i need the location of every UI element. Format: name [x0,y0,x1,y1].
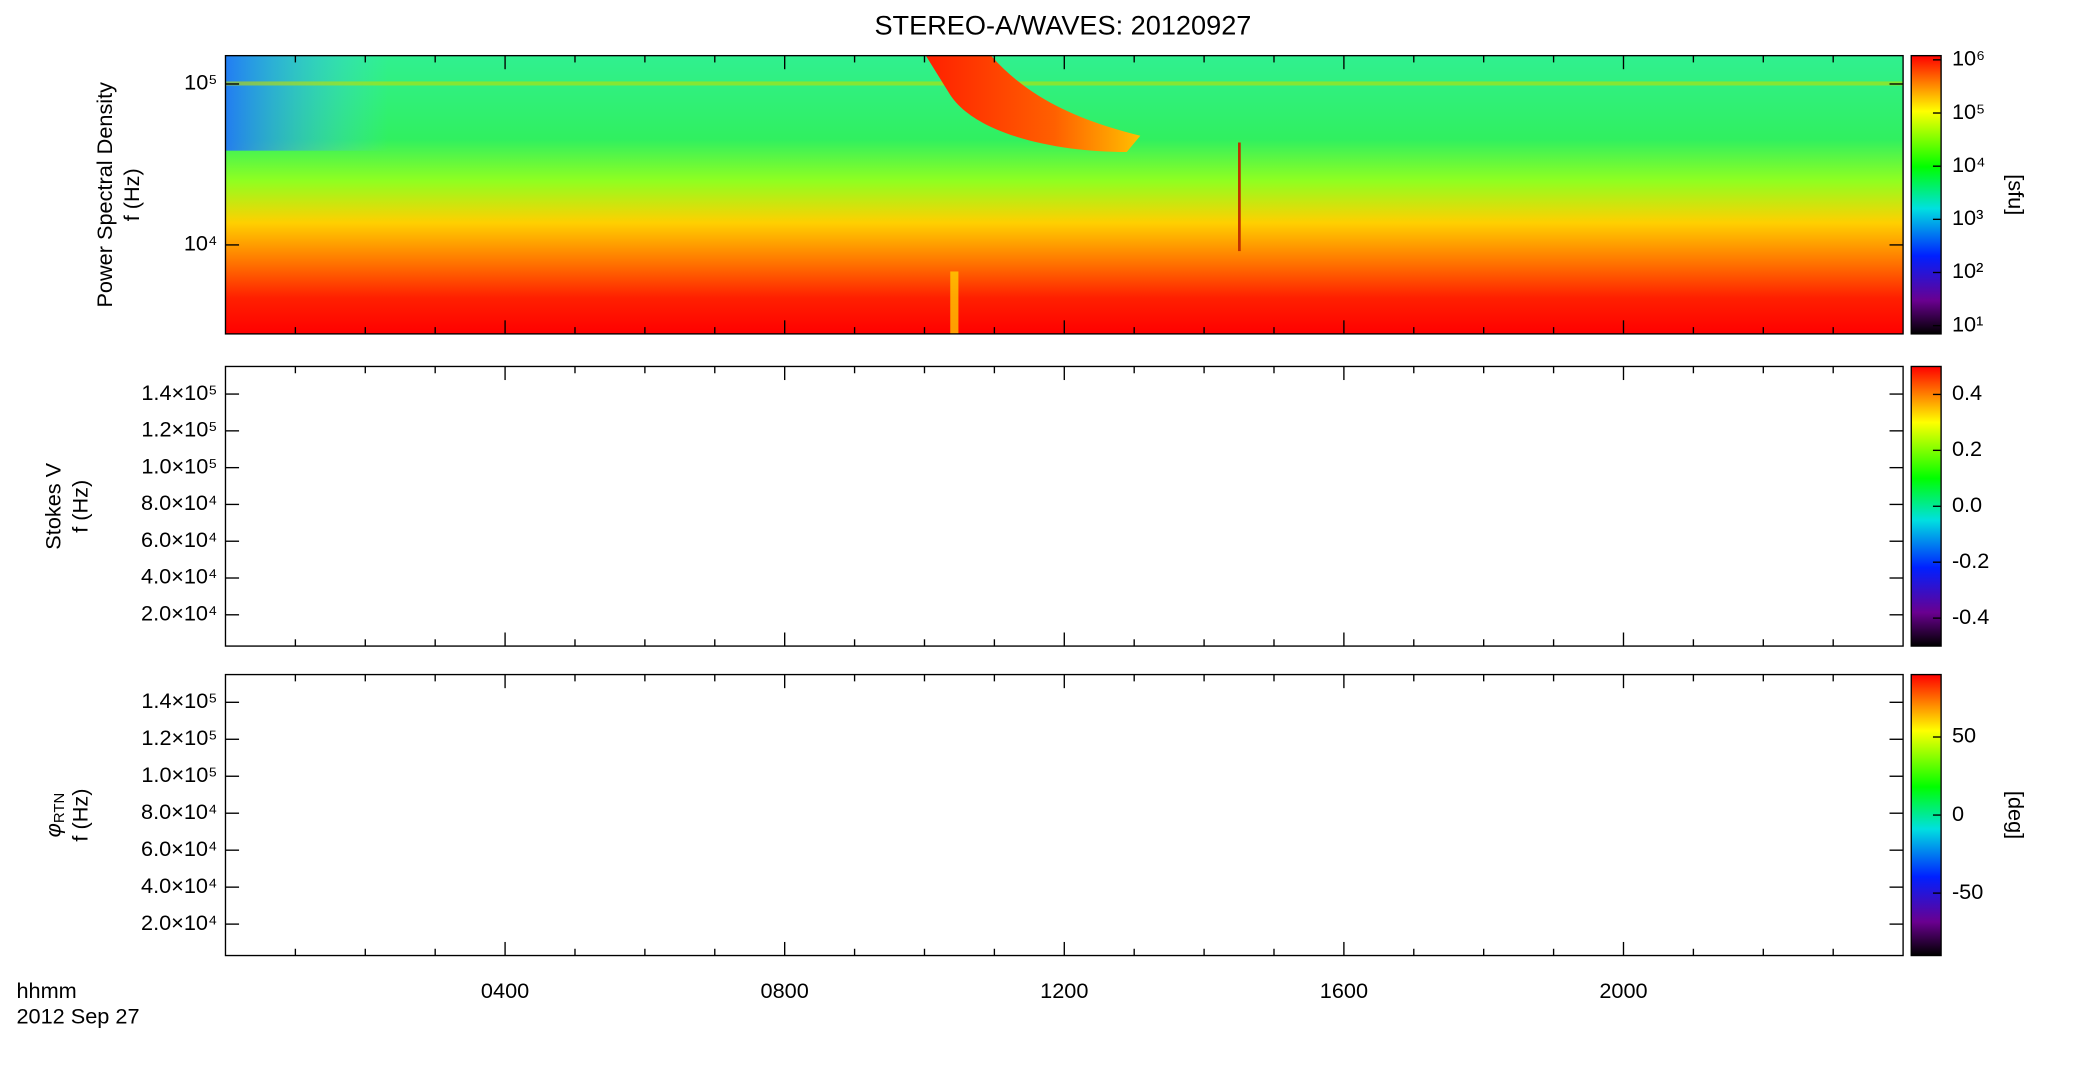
colorbar-label: [deg] [2004,791,2029,839]
colorbar-label: [sfu] [2004,174,2029,215]
y-label-main: Power Spectral Density [92,82,117,308]
colorbar-tick-label: 10² [1952,258,1983,283]
plot-frame [224,673,1904,957]
y-axis-label: φRTN f (Hz) [40,789,92,842]
y-tick-label: 10⁵ [184,70,217,95]
y-tick-label: 8.0×10⁴ [141,799,217,824]
colorbar-tick-label: 0 [1952,801,1964,826]
x-tick-label: 0400 [481,978,529,1003]
x-tick-label: 1200 [1040,978,1088,1003]
spectrogram-image [225,55,1904,334]
y-tick-label: 1.4×10⁵ [141,688,217,713]
y-tick-label: 4.0×10⁴ [141,873,217,898]
y-label-unit: f (Hz) [67,480,92,533]
y-tick-label: 6.0×10⁴ [141,527,217,552]
date-label: 2012 Sep 27 [16,1004,139,1029]
y-tick-label: 1.2×10⁵ [141,725,217,750]
y-tick-label: 2.0×10⁴ [141,910,217,935]
chart-title: STEREO-A/WAVES: 20120927 [874,9,1251,40]
y-tick-label: 8.0×10⁴ [141,490,217,515]
y-label-text: Stokes V [40,462,65,549]
x-tick-label: 1600 [1320,978,1368,1003]
y-label-unit: f (Hz) [67,789,92,842]
colorbar-tick-label: 10⁵ [1952,99,1985,124]
y-label-unit: f (Hz) [119,168,144,221]
colorbar-tick-label: -0.2 [1952,548,1989,573]
colorbar-tick-label: 10³ [1952,205,1983,230]
colorbar-tick-label: 0.0 [1952,492,1982,517]
colorbar-tick-label: 0.4 [1952,380,1982,405]
colorbar-tick-label: -50 [1952,879,1983,904]
x-axis-label: hhmm [16,978,76,1003]
colorbar-tick-label: 0.2 [1952,436,1982,461]
y-tick-label: 1.2×10⁵ [141,417,217,442]
y-label-main: φRTN [40,793,68,838]
y-tick-label: 1.0×10⁵ [141,762,217,787]
y-axis-label: Power Spectral Density f (Hz) [92,82,144,308]
y-label-main: Stokes V [40,462,65,549]
x-tick-label: 0800 [761,978,809,1003]
y-tick-label: 4.0×10⁴ [141,564,217,589]
y-tick-label: 10⁴ [184,231,217,256]
colorbar [1910,54,1942,335]
colorbar-tick-label: 10¹ [1952,311,1983,336]
plot-frame [224,365,1904,647]
y-tick-label: 2.0×10⁴ [141,601,217,626]
y-tick-label: 1.4×10⁵ [141,380,217,405]
x-tick-label: 2000 [1599,978,1647,1003]
y-tick-label: 6.0×10⁴ [141,836,217,861]
colorbar-tick-label: 10⁶ [1952,46,1985,71]
y-label-text: φ [40,823,65,837]
colorbar-tick-label: 10⁴ [1952,152,1985,177]
y-label-sub: RTN [51,793,68,823]
colorbar-tick-label: -0.4 [1952,604,1989,629]
colorbar-tick-label: 50 [1952,723,1976,748]
y-label-text: Power Spectral Density [92,82,117,308]
y-tick-label: 1.0×10⁵ [141,453,217,478]
